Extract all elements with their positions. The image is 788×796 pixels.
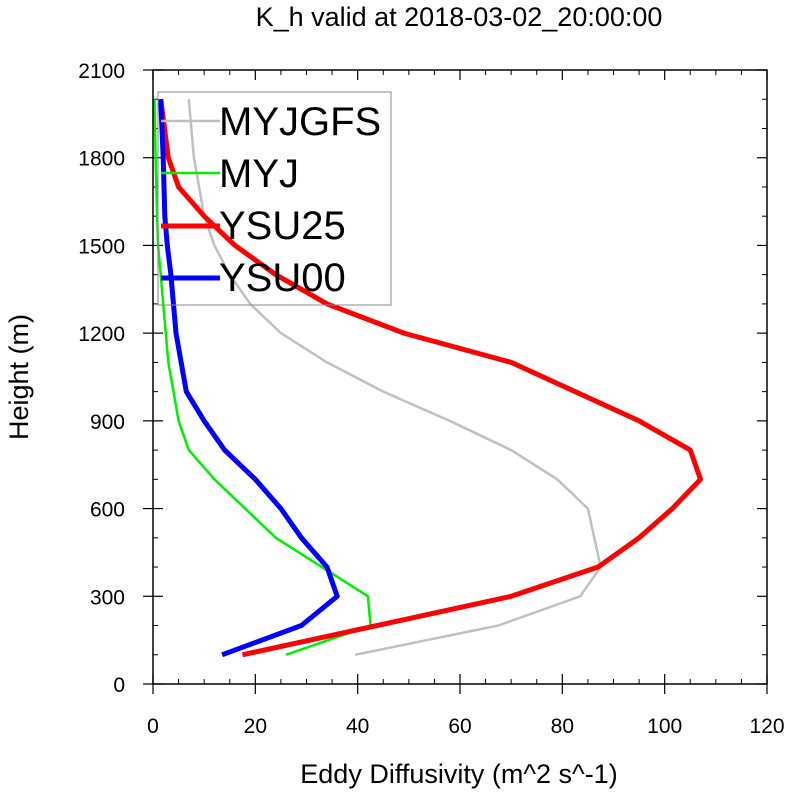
legend: MYJGFS MYJ YSU25 YSU00 xyxy=(157,91,392,306)
legend-label-ysu00: YSU00 xyxy=(219,256,346,300)
x-tick-label: 80 xyxy=(551,715,574,738)
legend-label-myj: MYJ xyxy=(219,152,299,196)
y-tick-label: 1200 xyxy=(78,323,125,346)
x-axis-label: Eddy Diffusivity (m^2 s^-1) xyxy=(300,759,617,789)
plot-frame xyxy=(152,69,768,685)
x-tick-label: 60 xyxy=(448,715,471,738)
x-tick-label: 120 xyxy=(749,715,784,738)
chart-title: K_h valid at 2018-03-02_20:00:00 xyxy=(256,2,663,32)
y-tick-label: 2100 xyxy=(78,60,125,83)
series-line-myjgfs xyxy=(187,99,602,657)
legend-label-ysu25: YSU25 xyxy=(219,204,346,248)
y-axis-label: Height (m) xyxy=(4,314,34,440)
y-tick-label: 600 xyxy=(90,499,125,522)
series-line-ysu00 xyxy=(158,99,340,658)
legend-box xyxy=(157,91,392,306)
x-tick-label: 0 xyxy=(147,715,159,738)
series-line-ysu25 xyxy=(158,98,703,658)
y-tick-label: 1800 xyxy=(78,148,125,171)
x-tick-label: 100 xyxy=(647,715,682,738)
x-tick-label: 20 xyxy=(244,715,267,738)
y-tick-label: 0 xyxy=(113,674,125,697)
y-tick-label: 300 xyxy=(90,586,125,609)
legend-label-myjgfs: MYJGFS xyxy=(219,100,381,144)
axis-ticks: 0 20 40 60 80 100 1200300600900120015001800210… xyxy=(78,60,784,738)
y-tick-label: 1500 xyxy=(78,235,125,258)
y-tick-label: 900 xyxy=(90,411,125,434)
x-tick-label: 40 xyxy=(346,715,369,738)
